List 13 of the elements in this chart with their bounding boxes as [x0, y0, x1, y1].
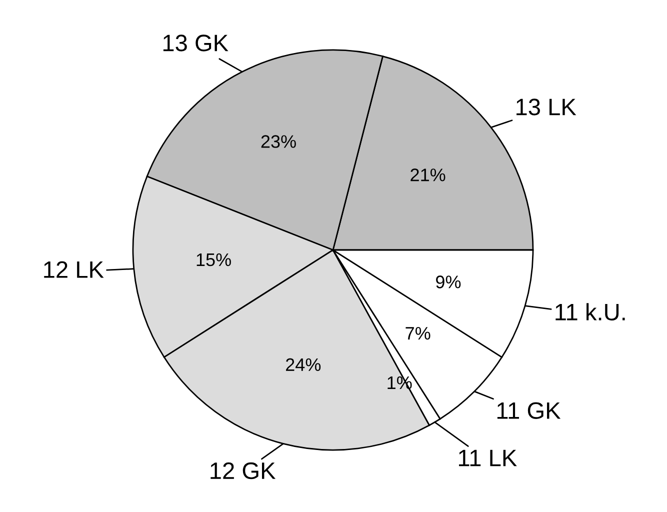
slice-label: 13 LK [516, 98, 576, 116]
slice-label: 13 GK [163, 34, 228, 52]
slice-label: 11 LK [459, 450, 517, 466]
data-label: 21% [410, 168, 446, 182]
data-label: 7% [406, 326, 430, 340]
slice-label: 11 GK [497, 402, 561, 419]
data-label: 24% [286, 358, 321, 372]
slice-label: 12 GK [210, 462, 276, 480]
slice-label: 11 k.U. [556, 303, 625, 321]
data-label: 23% [261, 135, 296, 148]
data-label: 9% [436, 276, 461, 288]
data-label: 15% [196, 253, 231, 266]
slice-label: 12 LK [44, 261, 104, 278]
